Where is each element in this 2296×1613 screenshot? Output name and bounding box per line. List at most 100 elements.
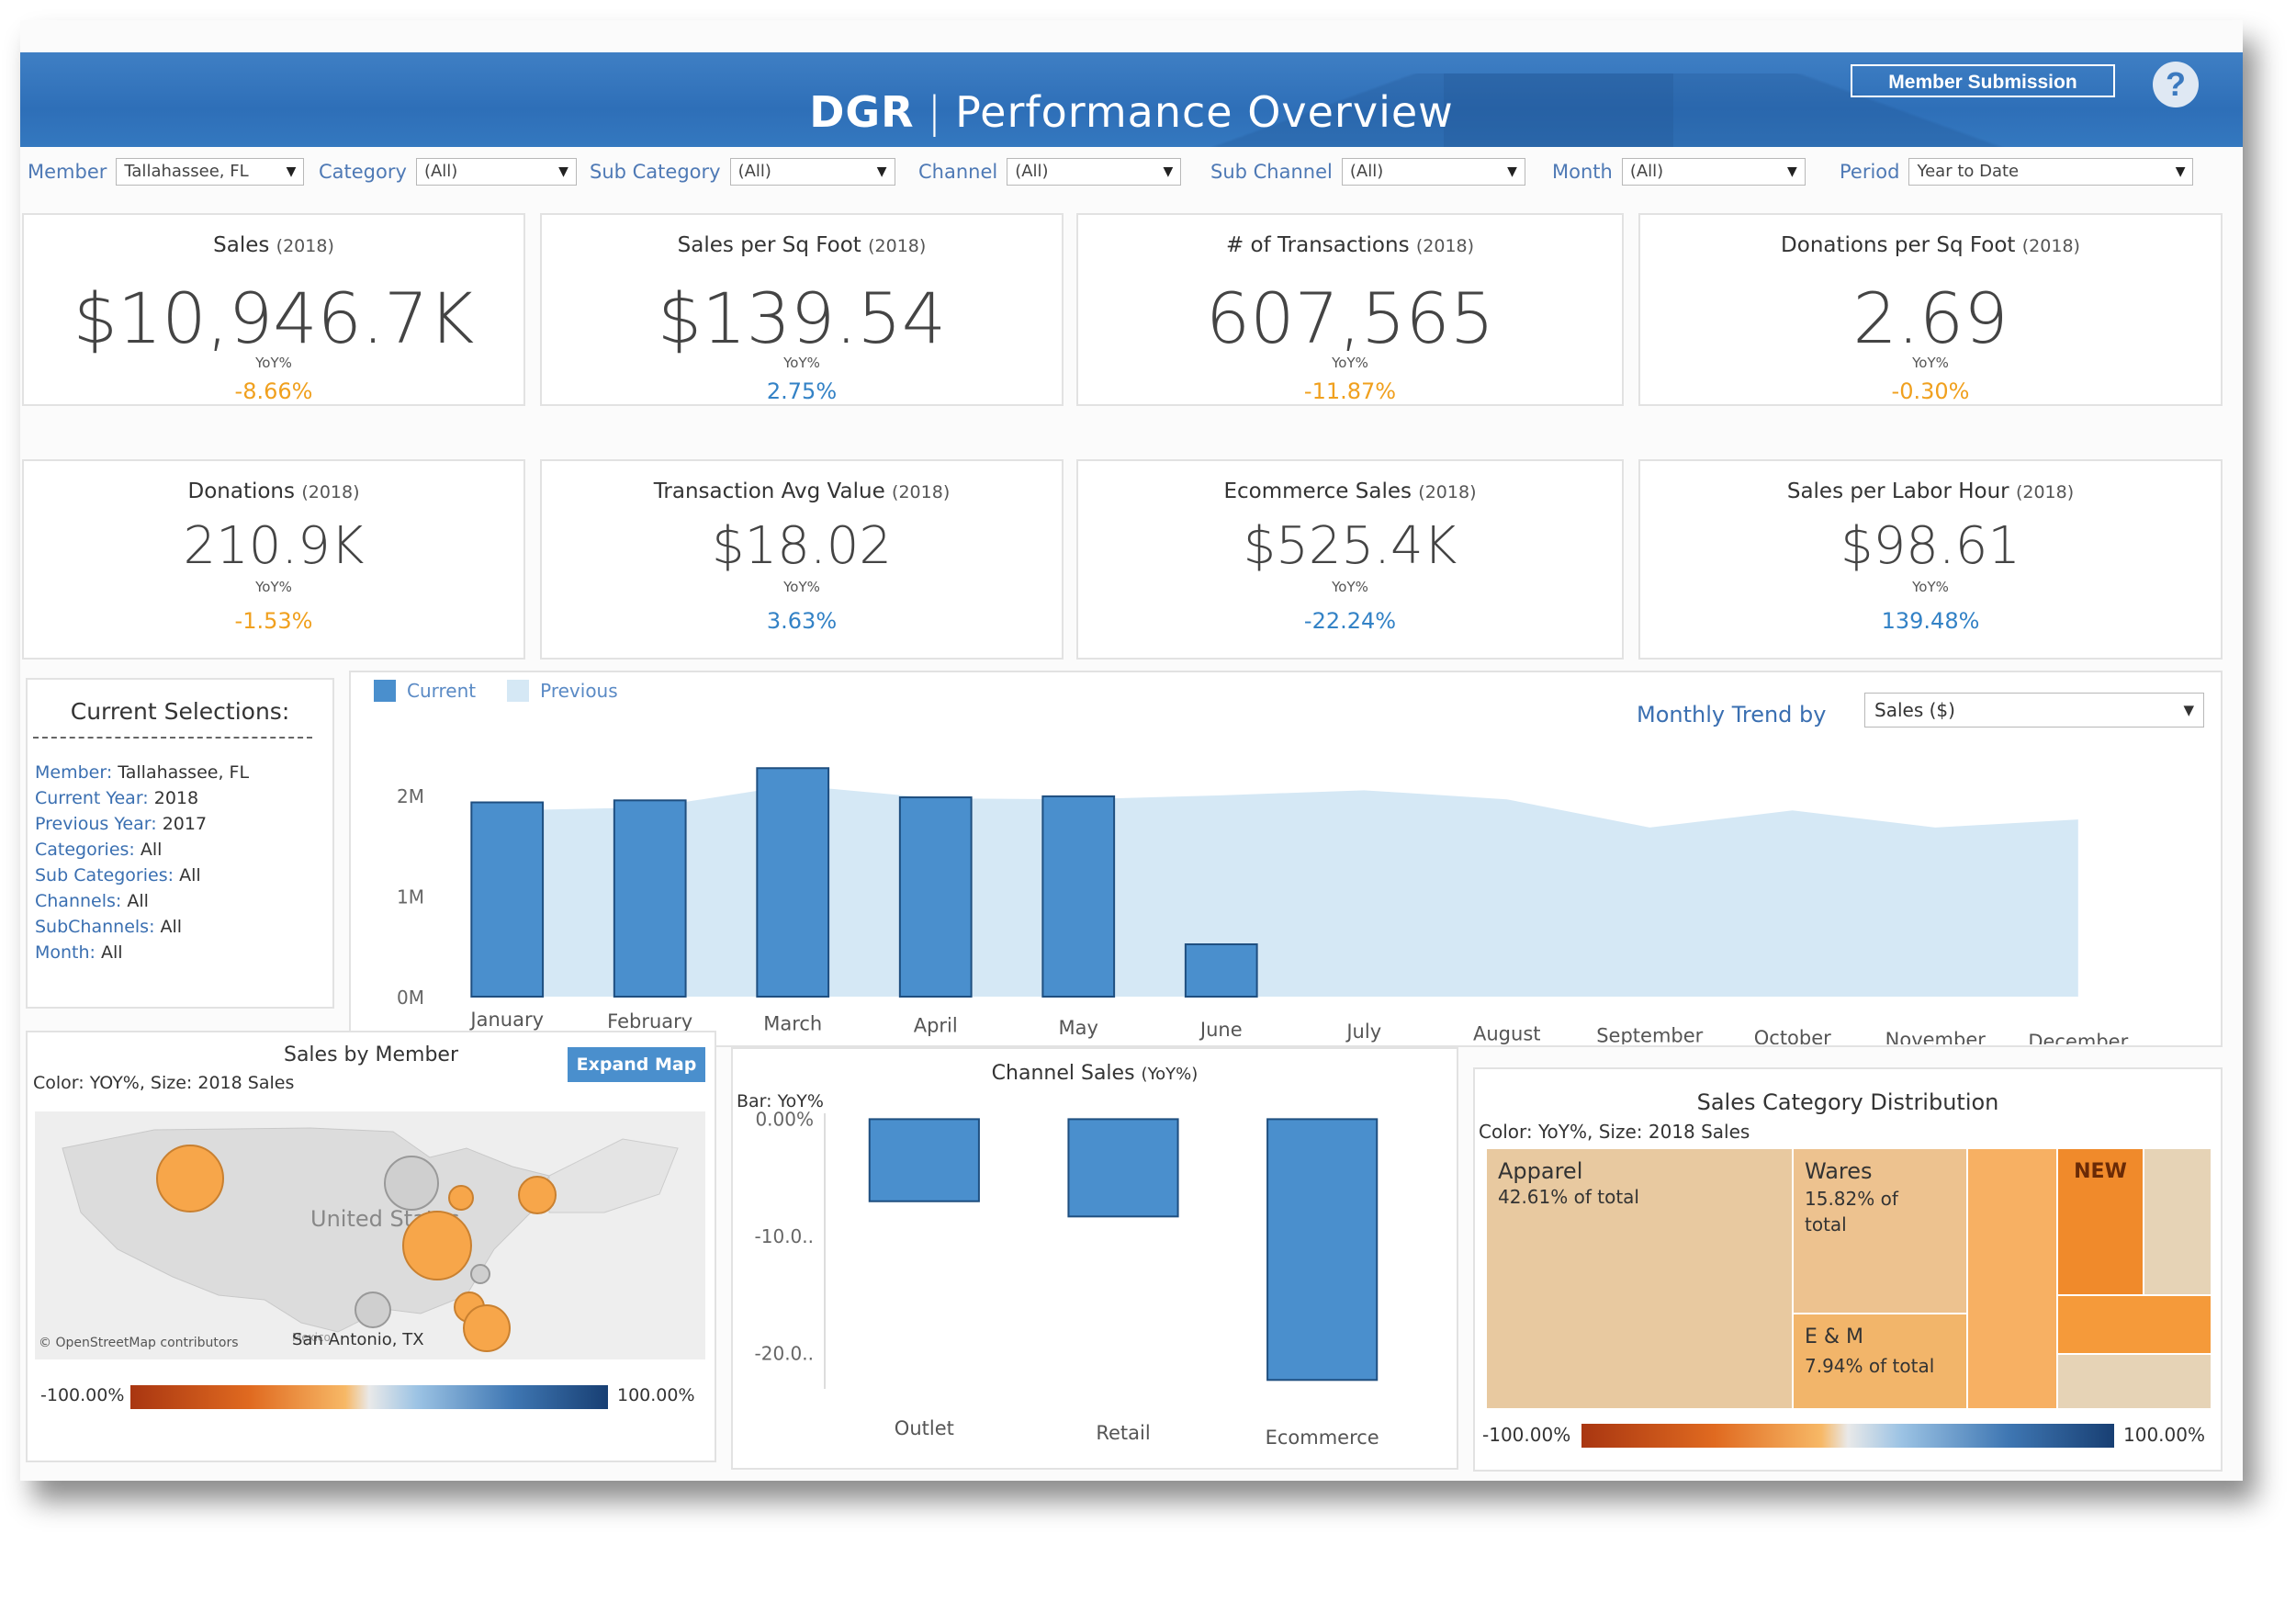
treemap-tile-new[interactable]: NEW	[2057, 1148, 2144, 1295]
selection-row: Categories: All	[35, 840, 163, 860]
kpi-value: 210.9K	[183, 516, 365, 576]
kpi-card-sales-per-labor-hour: Sales per Labor Hour (2018) $98.61 YoY% …	[1638, 459, 2223, 660]
category-treemap: Apparel 42.61% of total Wares 15.82% of …	[1486, 1148, 2212, 1409]
selection-row: Previous Year: 2017	[35, 814, 208, 834]
sub-channel-dropdown[interactable]: (All) ▼	[1341, 158, 1525, 186]
legend-swatch-previous	[507, 680, 530, 702]
channel-subtitle: Bar: YoY%	[737, 1091, 824, 1111]
map-bubble[interactable]	[402, 1211, 472, 1280]
selection-row: SubChannels: All	[35, 917, 183, 937]
kpi-value: $525.4K	[1243, 516, 1458, 576]
kpi-card-sales-per-sq-foot: Sales per Sq Foot (2018) $139.54 YoY% 2.…	[540, 213, 1064, 406]
kpi-delta: 2.75%	[766, 378, 838, 404]
y-tick-label: 0M	[397, 987, 424, 1009]
filter-member: Member Tallahassee, FL ▼	[28, 158, 305, 186]
map-bubble[interactable]	[384, 1156, 439, 1211]
kpi-value: 607,565	[1205, 277, 1495, 359]
brand-name: DGR	[809, 87, 915, 137]
category-dropdown[interactable]: (All) ▼	[415, 158, 577, 186]
kpi-value: $18.02	[712, 516, 892, 576]
kpi-card-sales: Sales (2018) $10,946.7K YoY% -8.66%	[22, 213, 525, 406]
filter-category: Category (All) ▼	[319, 158, 577, 186]
selection-row: Month: All	[35, 942, 123, 963]
x-tick-label: June	[1199, 1019, 1243, 1041]
x-tick-label: August	[1473, 1022, 1541, 1044]
treemap-tile[interactable]	[2144, 1148, 2212, 1295]
category-legend-max: 100.00%	[2123, 1424, 2205, 1446]
treemap-tile[interactable]	[1967, 1148, 2057, 1409]
map-bubble[interactable]	[156, 1145, 224, 1213]
member-submission-button[interactable]: Member Submission	[1851, 64, 2115, 97]
member-map[interactable]: United States Mexico © OpenStreetMap con…	[35, 1111, 705, 1359]
kpi-card-donations-per-sq-foot: Donations per Sq Foot (2018) 2.69 YoY% -…	[1638, 213, 2223, 406]
filter-sub-channel: Sub Channel (All) ▼	[1210, 158, 1525, 186]
kpi-yoy-label: YoY%	[1332, 579, 1368, 595]
channel-sales-chart: 0.00% -10.0.. -20.0.. Outlet Retail Ecommerce	[755, 1108, 1379, 1449]
channel-dropdown[interactable]: (All) ▼	[1007, 158, 1182, 186]
kpi-card-transactions: # of Transactions (2018) 607,565 YoY% -1…	[1076, 213, 1624, 406]
kpi-yoy-label: YoY%	[783, 355, 820, 371]
x-tick-label: April	[914, 1015, 958, 1037]
chevron-down-icon: ▼	[286, 164, 297, 179]
kpi-yoy-label: YoY%	[255, 579, 292, 595]
chevron-down-icon: ▼	[1163, 164, 1174, 179]
month-dropdown[interactable]: (All) ▼	[1621, 158, 1806, 186]
y-tick-label: -20.0..	[755, 1343, 814, 1365]
map-bubble[interactable]	[518, 1176, 557, 1214]
map-color-legend	[130, 1385, 608, 1409]
kpi-yoy-label: YoY%	[1912, 355, 1949, 371]
header-banner: DGR | Performance Overview Member Submissi…	[20, 52, 2243, 147]
kpi-value: 2.69	[1852, 277, 2009, 359]
x-tick-label: March	[763, 1012, 822, 1034]
map-bubble[interactable]	[470, 1264, 490, 1284]
y-tick-label: 0.00%	[755, 1108, 814, 1130]
treemap-tile[interactable]	[2057, 1295, 2212, 1354]
chevron-down-icon: ▼	[558, 164, 568, 179]
map-subtitle: Color: YOY%, Size: 2018 Sales	[33, 1073, 295, 1093]
kpi-delta: -1.53%	[234, 608, 313, 634]
y-tick-label: -10.0..	[755, 1225, 814, 1247]
map-attribution: © OpenStreetMap contributors	[39, 1336, 239, 1350]
map-bubble[interactable]	[463, 1304, 511, 1352]
sub-category-dropdown[interactable]: (All) ▼	[729, 158, 895, 186]
x-tick-label: January	[468, 1009, 544, 1031]
kpi-value: $10,946.7K	[73, 277, 475, 359]
treemap-tile-apparel[interactable]: Apparel 42.61% of total	[1486, 1148, 1793, 1409]
x-tick-label: February	[607, 1010, 692, 1032]
treemap-tile-e-and-m[interactable]: E & M 7.94% of total	[1793, 1314, 1967, 1409]
current-bar	[470, 801, 545, 998]
expand-map-button[interactable]: Expand Map	[568, 1047, 705, 1082]
category-color-legend	[1581, 1424, 2114, 1448]
kpi-delta: -0.30%	[1891, 378, 1970, 404]
map-bubble[interactable]	[355, 1292, 391, 1328]
trend-legend: Current Previous	[374, 680, 618, 702]
trend-by-dropdown[interactable]: Sales ($) ▼	[1864, 693, 2204, 728]
current-bar	[1184, 943, 1258, 998]
kpi-card-transaction-avg-value: Transaction Avg Value (2018) $18.02 YoY%…	[540, 459, 1064, 660]
current-bar	[613, 799, 687, 998]
member-dropdown[interactable]: Tallahassee, FL ▼	[116, 158, 305, 186]
channel-bar	[868, 1118, 980, 1202]
channel-bar	[1067, 1118, 1179, 1218]
map-bubble[interactable]	[448, 1185, 474, 1211]
current-bar	[756, 767, 830, 998]
help-icon[interactable]: ?	[2153, 62, 2199, 107]
kpi-delta: -11.87%	[1303, 378, 1397, 404]
x-tick-label: May	[1059, 1017, 1098, 1039]
map-city-label: San Antonio, TX	[292, 1330, 424, 1349]
page-title: DGR | Performance Overview	[809, 87, 1454, 137]
chevron-down-icon: ▼	[1507, 164, 1517, 179]
treemap-tile-wares[interactable]: Wares 15.82% of total	[1793, 1148, 1967, 1314]
chevron-down-icon: ▼	[1787, 164, 1797, 179]
kpi-delta: -8.66%	[234, 378, 313, 404]
kpi-delta: -22.24%	[1303, 608, 1397, 634]
channel-bar	[1266, 1118, 1379, 1382]
chevron-down-icon: ▼	[2183, 702, 2194, 718]
legend-swatch-current	[374, 680, 396, 702]
period-dropdown[interactable]: Year to Date ▼	[1908, 158, 2194, 186]
x-tick-label: Ecommerce	[1266, 1427, 1379, 1449]
x-tick-label: Outlet	[895, 1417, 954, 1439]
treemap-tile[interactable]	[2057, 1354, 2212, 1409]
map-title: Sales by Member	[283, 1043, 459, 1066]
kpi-value: $98.61	[1840, 516, 2020, 576]
